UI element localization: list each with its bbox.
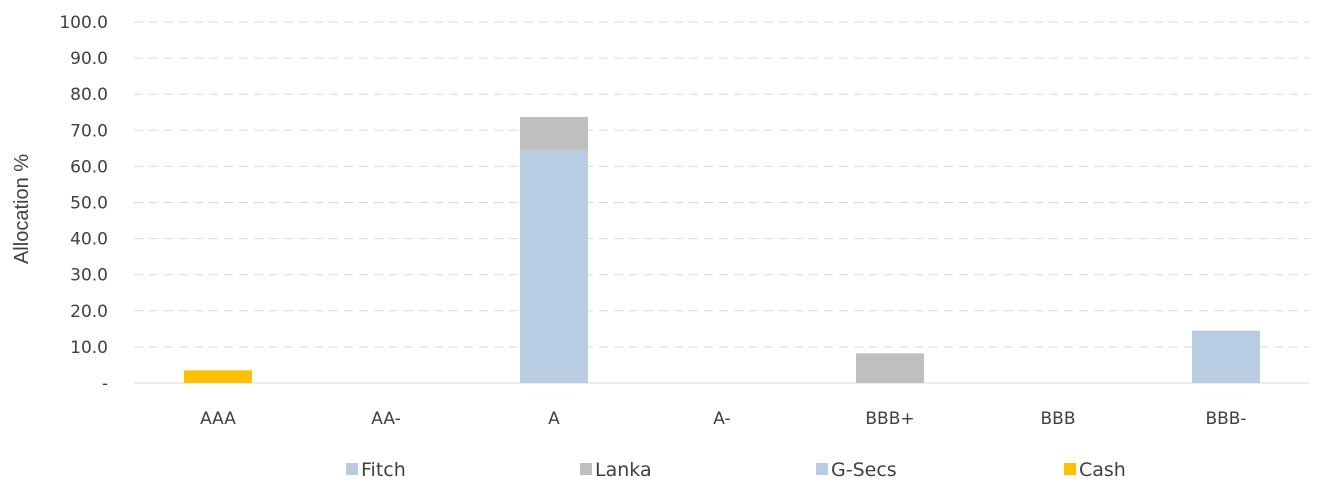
y-tick-label: 60.0 bbox=[70, 157, 108, 177]
y-tick-label: 30.0 bbox=[70, 266, 108, 286]
legend-label: Lanka bbox=[595, 459, 652, 481]
x-tick-label: AAA bbox=[200, 409, 236, 429]
x-tick-label: BBB bbox=[1041, 409, 1076, 429]
gridlines bbox=[134, 21, 1310, 384]
legend-swatch bbox=[1064, 463, 1076, 475]
bar-cash-aaa bbox=[184, 370, 252, 383]
x-tick-label: A- bbox=[713, 409, 730, 429]
y-tick-label: 10.0 bbox=[70, 338, 108, 358]
legend-label: Cash bbox=[1079, 459, 1126, 481]
y-tick-label: 80.0 bbox=[70, 85, 108, 105]
bar-fitch-a bbox=[520, 150, 588, 383]
x-tick-label: BBB- bbox=[1205, 409, 1246, 429]
y-axis-label: Allocation % bbox=[11, 154, 33, 264]
y-tick-label: 50.0 bbox=[70, 194, 108, 214]
legend-swatch bbox=[816, 463, 828, 475]
bar-lanka-bbb-minusplus bbox=[856, 353, 924, 383]
y-tick-label: 70.0 bbox=[70, 121, 108, 141]
legend-label: Fitch bbox=[361, 459, 406, 481]
y-tick-label: 40.0 bbox=[70, 230, 108, 250]
x-tick-label: AA- bbox=[371, 409, 401, 429]
y-tick-label: - bbox=[102, 374, 108, 394]
legend-label: G-Secs bbox=[831, 459, 897, 481]
x-tick-label: A bbox=[548, 409, 560, 429]
legend-swatch bbox=[346, 463, 358, 475]
bars bbox=[184, 116, 1260, 383]
bar-fitch-bbb-minus bbox=[1192, 330, 1260, 383]
y-tick-label: 100.0 bbox=[59, 13, 108, 33]
y-tick-label: 90.0 bbox=[70, 49, 108, 69]
legend: Fitch Lanka G-Secs Cash bbox=[346, 459, 1126, 481]
x-axis-ticks: AAA AA- A A- BBB+ BBB BBB- bbox=[200, 409, 1246, 429]
legend-swatch bbox=[580, 463, 592, 475]
y-axis-ticks: - 10.0 20.0 30.0 40.0 50.0 60.0 70.0 80.0 90.0 100… bbox=[59, 13, 108, 394]
x-tick-label: BBB+ bbox=[865, 409, 914, 429]
y-tick-label: 20.0 bbox=[70, 302, 108, 322]
bar-lanka-a bbox=[520, 116, 588, 151]
